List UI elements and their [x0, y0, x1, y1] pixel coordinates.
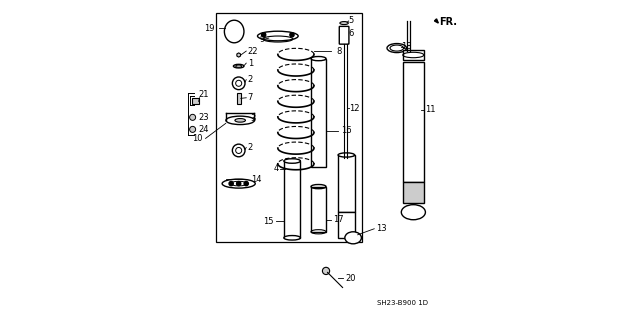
Text: 2: 2: [248, 75, 253, 84]
Text: 2: 2: [248, 143, 253, 152]
Ellipse shape: [311, 56, 326, 61]
Text: 24: 24: [198, 125, 209, 134]
Bar: [284, 161, 300, 238]
Text: 15: 15: [263, 217, 273, 226]
Text: 14: 14: [251, 174, 261, 183]
Polygon shape: [237, 53, 241, 57]
Bar: [216, 13, 362, 242]
Bar: [237, 93, 241, 104]
Bar: [338, 155, 355, 212]
Text: SH23-B900 1D: SH23-B900 1D: [378, 300, 428, 306]
Ellipse shape: [222, 179, 255, 188]
Ellipse shape: [284, 235, 300, 240]
Bar: [192, 98, 198, 104]
Text: 9: 9: [259, 34, 264, 43]
Ellipse shape: [226, 116, 255, 124]
Text: 17: 17: [333, 215, 344, 224]
Text: 1: 1: [248, 59, 253, 68]
Text: 11: 11: [426, 105, 436, 114]
Bar: [311, 187, 326, 232]
Ellipse shape: [340, 22, 348, 25]
Text: FR.: FR.: [440, 17, 458, 27]
Text: 13: 13: [376, 224, 387, 233]
Circle shape: [262, 33, 266, 37]
Bar: [403, 182, 424, 203]
Circle shape: [323, 267, 330, 275]
Text: 5: 5: [349, 17, 354, 26]
Text: 18: 18: [401, 42, 412, 51]
Text: 4: 4: [274, 164, 279, 173]
Ellipse shape: [284, 159, 300, 163]
Polygon shape: [435, 19, 438, 23]
Text: 8: 8: [337, 47, 342, 56]
Ellipse shape: [338, 153, 355, 157]
Bar: [403, 62, 424, 182]
Ellipse shape: [345, 232, 362, 244]
Text: 6: 6: [349, 28, 354, 38]
FancyBboxPatch shape: [339, 26, 349, 44]
Text: 23: 23: [198, 113, 209, 122]
Circle shape: [189, 114, 196, 120]
Text: 10: 10: [192, 134, 202, 143]
Circle shape: [244, 182, 248, 186]
Text: 20: 20: [346, 274, 356, 283]
Text: 12: 12: [349, 104, 359, 113]
Bar: [403, 49, 424, 60]
Circle shape: [237, 182, 241, 186]
Text: 16: 16: [341, 126, 352, 135]
Ellipse shape: [235, 119, 246, 122]
Circle shape: [229, 182, 233, 186]
Ellipse shape: [285, 167, 295, 170]
Text: 21: 21: [198, 90, 209, 99]
Circle shape: [189, 126, 196, 132]
Text: 3: 3: [251, 114, 256, 123]
Text: 19: 19: [204, 24, 214, 33]
Text: 7: 7: [248, 93, 253, 102]
Text: 22: 22: [248, 47, 258, 56]
Circle shape: [290, 33, 294, 37]
Bar: [338, 212, 355, 238]
Bar: [311, 59, 326, 167]
Ellipse shape: [401, 205, 426, 220]
